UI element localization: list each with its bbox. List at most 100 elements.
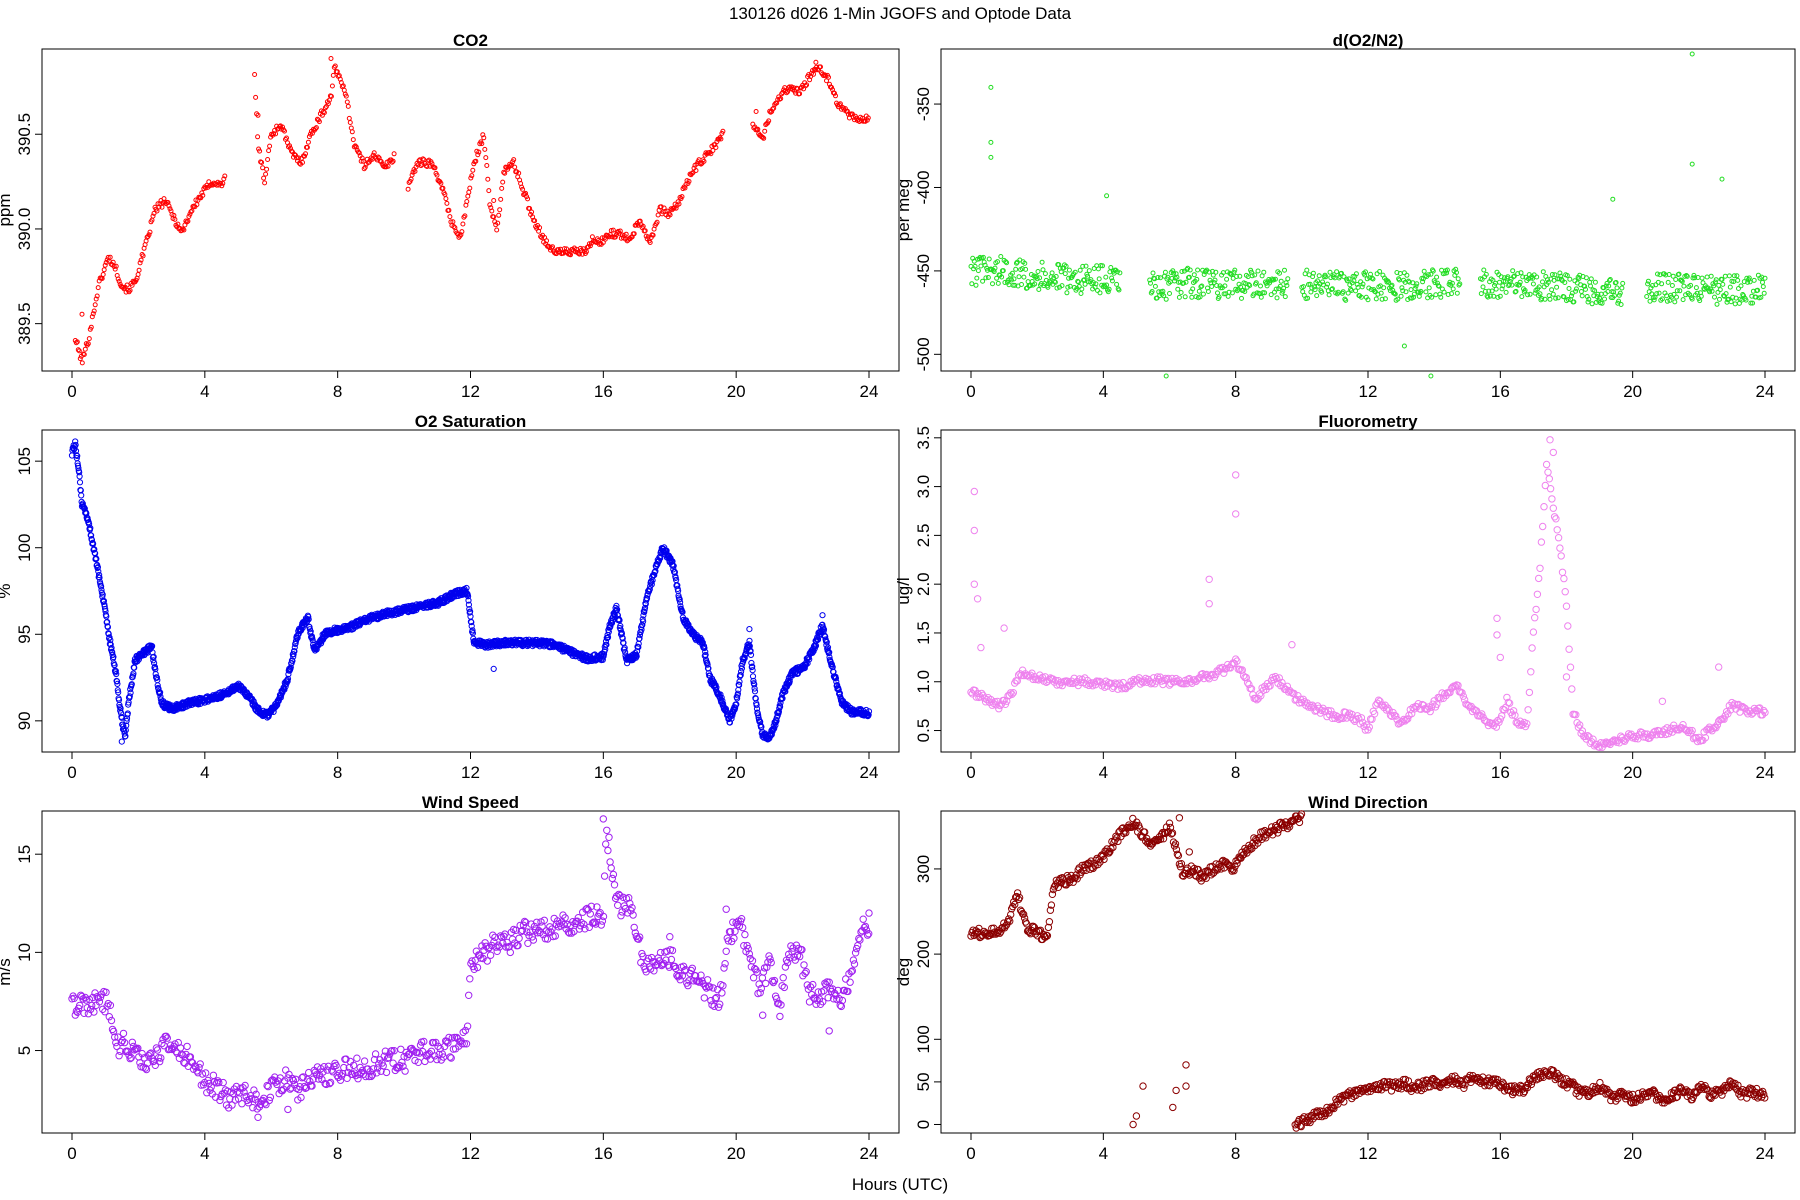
- data-point: [1554, 534, 1563, 542]
- data-point: [104, 624, 112, 631]
- x-axis-label: Hours (UTC): [852, 1175, 948, 1194]
- data-point: [1519, 294, 1525, 300]
- data-point: [972, 263, 978, 269]
- data-point: [316, 119, 322, 125]
- data-point: [515, 934, 523, 942]
- data-point: [1478, 291, 1484, 297]
- data-point: [303, 151, 308, 157]
- data-point: [1339, 270, 1344, 276]
- data-point: [1565, 645, 1573, 653]
- data-point: [1607, 277, 1613, 282]
- data-point: [1447, 279, 1453, 285]
- data-point: [100, 272, 106, 277]
- data-point: [1694, 290, 1700, 296]
- data-point: [1727, 284, 1733, 290]
- data-point: [151, 210, 157, 216]
- data-point: [293, 152, 298, 158]
- data-point: [1560, 574, 1568, 583]
- data-point: [287, 143, 292, 149]
- data-point: [1545, 279, 1551, 285]
- data-point: [180, 226, 186, 232]
- data-point: [1713, 277, 1719, 283]
- data-point: [1748, 300, 1754, 306]
- data-point: [1009, 277, 1014, 283]
- data-point: [297, 160, 302, 166]
- data-point: [140, 253, 146, 259]
- data-point: [122, 733, 129, 740]
- x-tick-label: 24: [860, 763, 879, 782]
- data-points: [68, 438, 873, 745]
- data-point: [864, 117, 870, 123]
- data-point: [1314, 293, 1320, 299]
- data-point: [151, 1061, 160, 1070]
- data-point: [1252, 272, 1258, 278]
- data-point: [1573, 288, 1579, 294]
- data-point: [1179, 269, 1185, 274]
- data-point: [1745, 279, 1751, 285]
- data-point: [1199, 283, 1205, 289]
- data-point: [119, 1029, 128, 1038]
- outlier-point: [1288, 641, 1296, 649]
- data-point: [271, 131, 277, 137]
- data-point: [1076, 279, 1081, 285]
- data-point: [1274, 295, 1280, 301]
- data-point: [1497, 293, 1503, 299]
- data-point: [1612, 293, 1617, 299]
- data-point: [614, 901, 622, 909]
- y-axis-label: ppm: [0, 193, 14, 226]
- data-point: [1693, 285, 1699, 291]
- data-point: [1421, 268, 1427, 274]
- data-point: [1272, 276, 1278, 282]
- data-point: [285, 1070, 293, 1079]
- data-point: [1607, 278, 1612, 283]
- y-axis-label: ug/l: [894, 577, 913, 604]
- outlier-point: [1401, 343, 1407, 349]
- data-point: [722, 947, 730, 955]
- data-point: [353, 1054, 361, 1062]
- data-point: [259, 160, 265, 165]
- data-point: [778, 96, 784, 102]
- data-point: [1063, 263, 1069, 269]
- data-point: [1500, 283, 1506, 289]
- data-point: [1083, 263, 1089, 269]
- data-point: [294, 634, 301, 641]
- data-point: [462, 213, 468, 219]
- data-point: [1588, 276, 1594, 282]
- outlier-point: [1163, 373, 1169, 379]
- data-point: [284, 675, 292, 682]
- x-tick-label: 8: [333, 382, 342, 401]
- y-tick-label: 95: [15, 625, 34, 644]
- data-point: [189, 208, 195, 214]
- data-point: [1578, 289, 1584, 294]
- data-point: [1232, 267, 1238, 273]
- data-point: [598, 917, 607, 925]
- data-point: [328, 93, 334, 99]
- data-point: [1525, 688, 1534, 697]
- data-point: [186, 214, 192, 219]
- data-point: [1736, 286, 1741, 291]
- data-point: [1550, 291, 1556, 297]
- data-point: [127, 689, 134, 696]
- data-point: [92, 302, 98, 308]
- data-point: [1585, 299, 1591, 305]
- x-tick-label: 8: [1231, 763, 1240, 782]
- data-point: [447, 214, 453, 220]
- data-point: [1222, 283, 1228, 289]
- data-point: [1358, 279, 1364, 285]
- data-point: [775, 97, 781, 103]
- data-point: [1213, 269, 1219, 275]
- data-point: [438, 180, 444, 186]
- x-tick-label: 4: [200, 382, 209, 401]
- data-point: [650, 232, 656, 238]
- data-point: [1411, 294, 1416, 300]
- data-point: [72, 438, 79, 445]
- data-point: [93, 296, 99, 302]
- data-point: [409, 172, 415, 178]
- data-point: [640, 223, 646, 229]
- data-point: [1000, 268, 1006, 274]
- data-point: [1406, 278, 1411, 284]
- data-point: [1553, 526, 1561, 534]
- data-point: [755, 126, 761, 132]
- data-point: [718, 136, 724, 142]
